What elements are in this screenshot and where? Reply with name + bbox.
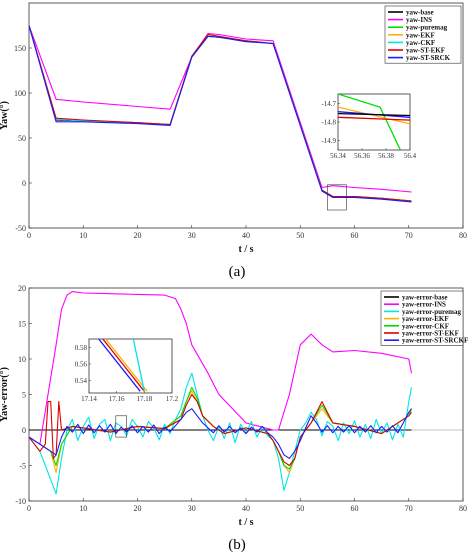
x-tick-label: 70: [405, 231, 413, 240]
y-tick-label: -5: [19, 462, 26, 471]
legend-label-yaw-st-ekf: yaw-ST-EKF: [406, 47, 445, 55]
x-axis-label: t / s: [239, 517, 254, 528]
x-tick-label: 30: [188, 231, 196, 240]
inset-line-yaw-error-st-srckf: [98, 339, 141, 392]
legend-label-yaw-base: yaw-base: [406, 9, 434, 17]
y-tick-label: 50: [18, 134, 26, 143]
y-tick-label: -50: [15, 224, 26, 233]
x-tick-label: 40: [242, 231, 250, 240]
inset-y-tick-label: -14.8: [321, 119, 336, 127]
x-tick-label: 30: [188, 504, 196, 513]
legend-label-yaw-puremag: yaw-puremag: [406, 24, 448, 32]
y-tick-label: 0: [22, 426, 26, 435]
legend-label-yaw-ekf: yaw-EKF: [406, 31, 435, 39]
y-tick-label: 0: [22, 179, 26, 188]
inset-series-group: [98, 339, 148, 392]
x-tick-label: 0: [27, 231, 31, 240]
inset-y-tick-label: 0.56: [75, 360, 88, 368]
series-group: [29, 25, 412, 203]
inset-plot-area: [337, 93, 411, 151]
inset-y-tick-label: 0.58: [75, 344, 88, 352]
inset-x-tick-label: 17.14: [81, 395, 97, 403]
inset-line-yaw-st-ekf: [338, 116, 410, 121]
x-tick-label: 10: [79, 504, 87, 513]
x-tick-label: 20: [134, 231, 142, 240]
y-axis-label: Yaw-error(°): [0, 367, 10, 422]
legend-label-yaw-st-srck: yaw-ST-SRCK: [406, 54, 451, 62]
x-tick-label: 80: [459, 504, 467, 513]
inset-x-tick-label: 56.34: [330, 152, 346, 160]
zoom-region-box: [115, 415, 127, 438]
y-tick-label: 150: [14, 44, 26, 53]
x-tick-label: 0: [27, 504, 31, 513]
legend-label-yaw-ins: yaw-INS: [406, 16, 432, 24]
inset-x-tick-label: 56.38: [378, 152, 394, 160]
inset-line-yaw-error-st-ekf: [102, 339, 145, 392]
inset-line-yaw-error-puremag: [132, 339, 145, 392]
legend-label-yaw-error-ckf: yaw-error-CKF: [402, 322, 449, 330]
series-group: [29, 291, 413, 495]
y-tick-label: 100: [14, 89, 26, 98]
x-tick-label: 20: [134, 504, 142, 513]
inset-line-yaw-ekf: [338, 106, 410, 125]
x-tick-label: 80: [459, 231, 467, 240]
inset-y-tick-label: 0.54: [75, 377, 88, 385]
x-tick-label: 60: [351, 231, 359, 240]
inset-line-yaw-error-ekf: [105, 339, 148, 392]
inset-y-tick-label: -14.7: [321, 100, 336, 108]
legend-label-yaw-error-base: yaw-error-base: [402, 294, 447, 302]
legend: yaw-error-baseyaw-error-INSyaw-error-pur…: [380, 290, 468, 346]
chart-b-yaw-error: 0 10 20 30 40 50 60 70 80 -10 -5 0 5 10 15 20 t / s Yaw-e…: [0, 284, 468, 528]
legend-label-yaw-error-ins: yaw-error-INS: [402, 301, 446, 309]
x-tick-label: 50: [296, 231, 304, 240]
x-tick-label: 40: [242, 504, 250, 513]
x-tick-label: 10: [79, 231, 87, 240]
inset-zoom: 17.14 17.16 17.18 17.2 0.58 0.56 0.54: [75, 338, 179, 403]
y-axis-label: Yaw(°): [0, 101, 10, 130]
x-tick-label: 60: [351, 504, 359, 513]
inset-plot-area: [88, 338, 173, 394]
legend-label-yaw-ckf: yaw-CKF: [406, 39, 435, 47]
legend-label-yaw-error-puremag: yaw-error-puremag: [402, 308, 461, 316]
series-line-yaw-error-ins: [29, 291, 413, 445]
series-line-yaw-error-st-ekf: [29, 393, 412, 467]
legend: yaw-baseyaw-INSyaw-puremagyaw-EKFyaw-CKF…: [384, 5, 462, 64]
inset-x-tick-label: 17.2: [166, 395, 179, 403]
series-line-yaw-st-ekf: [29, 25, 412, 202]
inset-zoom: 56.34 56.36 56.38 56.4 -14.7 -14.8 -14.9: [321, 93, 417, 160]
legend-label-yaw-error-ekf: yaw-error-EKF: [402, 315, 449, 323]
inset-series-group: [338, 94, 410, 150]
x-tick-label: 50: [296, 504, 304, 513]
y-tick-label: 5: [22, 391, 26, 400]
x-axis-label: t / s: [239, 244, 254, 255]
series-line-yaw-ins: [29, 25, 412, 193]
x-tick-label: 70: [405, 504, 413, 513]
zoom-region-box: [327, 184, 347, 211]
inset-x-tick-label: 56.4: [404, 152, 417, 160]
series-line-yaw-error-st-srckf: [29, 408, 412, 459]
inset-line-yaw-base: [338, 112, 410, 117]
y-tick-label: -10: [15, 497, 26, 506]
inset-line-yaw-puremag: [338, 94, 401, 150]
inset-y-tick-label: -14.9: [321, 137, 336, 145]
inset-x-tick-label: 17.16: [109, 395, 125, 403]
inset-x-tick-label: 17.18: [136, 395, 152, 403]
y-tick-label: 20: [18, 284, 26, 293]
y-tick-label: 15: [18, 320, 26, 329]
series-line-yaw-st-srck: [29, 25, 412, 203]
legend-label-yaw-error-st-srckf: yaw-error-ST-SRCKF: [402, 337, 468, 345]
caption-a: (a): [229, 264, 246, 280]
y-tick-label: 10: [18, 355, 26, 364]
caption-b: (b): [228, 537, 246, 552]
inset-x-tick-label: 56.36: [354, 152, 370, 160]
legend-label-yaw-error-st-ekf: yaw-error-ST-EKF: [402, 330, 459, 338]
